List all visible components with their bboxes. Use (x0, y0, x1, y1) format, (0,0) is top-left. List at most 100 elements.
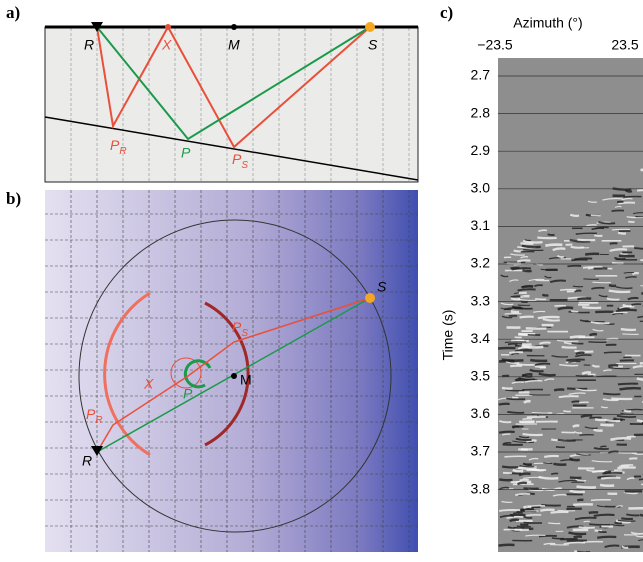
wavelet (605, 418, 621, 423)
wavelet (621, 517, 633, 521)
wavelet (561, 345, 577, 349)
wavelet (504, 312, 522, 315)
wavelet (552, 494, 568, 497)
wavelet (579, 434, 594, 436)
wavelet (520, 294, 530, 299)
wavelet (572, 285, 584, 288)
wavelet (626, 477, 635, 481)
wavelet (569, 213, 580, 217)
ray (96, 297, 371, 453)
wavelet (526, 514, 542, 517)
panel-label: b) (6, 189, 21, 208)
wavelet (638, 478, 643, 481)
wavelet (501, 386, 513, 390)
wavelet (509, 351, 524, 354)
wavelet (589, 416, 602, 419)
wavelet (623, 409, 632, 413)
wavelet (499, 486, 510, 490)
wavelet (583, 520, 590, 523)
wavelet (595, 226, 609, 230)
wavelet (501, 500, 513, 504)
wavelet (574, 289, 582, 293)
wavelet (510, 297, 521, 301)
tick-label: 3.2 (471, 255, 491, 271)
tick-label: 3.3 (471, 292, 491, 308)
wavelet (629, 457, 638, 460)
wavelet (591, 364, 600, 368)
wavelet (528, 467, 540, 471)
tick-label: 2.8 (471, 104, 491, 120)
wavelet (608, 283, 617, 288)
wavelet (553, 462, 567, 467)
wavelet (557, 438, 576, 442)
wavelet (599, 483, 615, 487)
wavelet (512, 468, 524, 473)
wavelet (613, 256, 626, 260)
wavelet (577, 238, 596, 242)
wavelet (548, 522, 561, 525)
wavelet (614, 521, 623, 525)
wavelet (615, 519, 632, 524)
wavelet (574, 354, 592, 358)
tick-label: 23.5 (611, 37, 638, 53)
wavelet (523, 248, 544, 252)
wavelet (520, 285, 534, 288)
wavelet (505, 361, 520, 364)
wavelet (593, 513, 615, 518)
wavelet (636, 188, 643, 192)
wavelet (598, 294, 608, 298)
wavelet (568, 311, 590, 314)
wavelet (533, 310, 546, 313)
wavelet (551, 355, 569, 358)
wavelet (571, 310, 579, 313)
wavelet (567, 264, 582, 268)
wavelet (609, 242, 618, 245)
label: P (86, 406, 96, 422)
wavelet (638, 539, 643, 542)
wavelet (583, 540, 604, 543)
wavelet (612, 417, 623, 422)
wavelet (522, 476, 543, 479)
label: P (110, 137, 120, 153)
wavelet (626, 513, 640, 517)
wavelet (627, 220, 635, 223)
wavelet (568, 457, 581, 462)
wavelet (617, 466, 636, 470)
wavelet (518, 435, 530, 439)
wavelet (511, 381, 524, 384)
label: S (377, 279, 387, 295)
wavelet (530, 358, 548, 363)
wavelet (611, 228, 631, 231)
wavelet (522, 239, 543, 244)
wavelet (598, 221, 616, 225)
wavelet (625, 276, 637, 279)
panel-label: c) (440, 3, 453, 22)
wavelet (623, 271, 634, 274)
label: P (232, 151, 242, 167)
tick-label: 2.9 (471, 142, 491, 158)
wavelet (539, 341, 551, 345)
wavelet (626, 216, 643, 219)
label: PS (232, 319, 248, 339)
wavelet (524, 239, 532, 242)
label: R (95, 415, 102, 426)
wavelet (636, 377, 643, 381)
wavelet (558, 479, 578, 483)
wavelet (591, 286, 605, 290)
wavelet (550, 472, 559, 476)
label: M (240, 372, 252, 388)
wavelet (622, 303, 633, 308)
label: S (368, 37, 378, 53)
wavelet (590, 499, 611, 502)
label: P (183, 386, 193, 402)
wavelet (594, 234, 603, 237)
wavelet (515, 437, 532, 442)
wavelet (571, 400, 580, 404)
wavelet (554, 487, 562, 491)
wavelet (504, 389, 525, 392)
wavelet (617, 306, 630, 311)
wavelet (579, 319, 589, 322)
wavelet (501, 315, 513, 319)
